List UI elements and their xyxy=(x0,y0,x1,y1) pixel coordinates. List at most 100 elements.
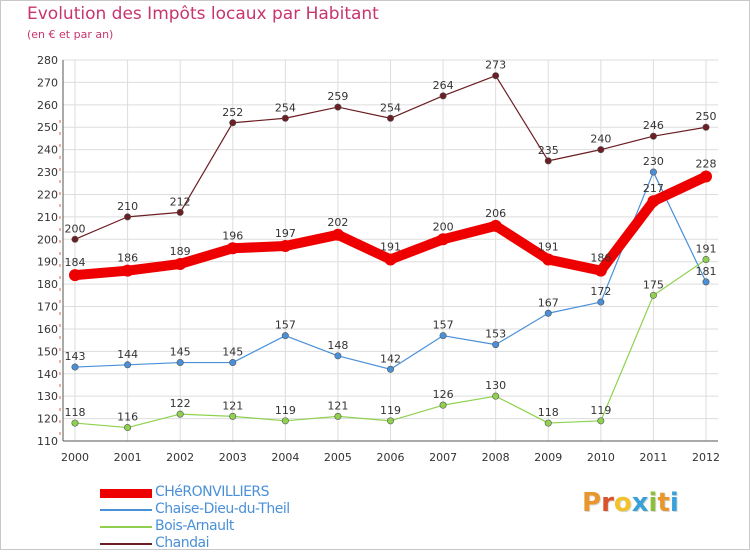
data-label: 119 xyxy=(590,404,611,417)
data-point xyxy=(649,132,657,140)
data-label: 200 xyxy=(65,222,86,235)
data-label: 144 xyxy=(117,348,138,361)
legend-swatch xyxy=(100,543,152,545)
data-point xyxy=(124,213,132,221)
data-point xyxy=(542,253,555,266)
data-label: 264 xyxy=(433,79,454,92)
data-point xyxy=(386,365,394,373)
data-point xyxy=(544,309,552,317)
data-label: 119 xyxy=(275,404,296,417)
data-label: 184 xyxy=(65,256,86,269)
data-label: 122 xyxy=(170,397,191,410)
data-label: 235 xyxy=(538,144,559,157)
data-point xyxy=(492,72,500,80)
data-label: 157 xyxy=(433,319,454,332)
y-tick-label: 200 xyxy=(37,233,58,246)
chart-title: Evolution des Impôts locaux par Habitant xyxy=(27,4,379,24)
y-tick-label: 260 xyxy=(37,99,58,112)
data-point xyxy=(176,208,184,216)
data-label: 212 xyxy=(170,195,191,208)
y-tick-label: 270 xyxy=(37,76,58,89)
data-point xyxy=(331,228,344,241)
chart-subtitle: (en € et par an) xyxy=(27,28,114,41)
data-point xyxy=(176,359,184,367)
data-point xyxy=(492,341,500,349)
data-label: 153 xyxy=(485,328,506,341)
x-tick-label: 2002 xyxy=(166,451,194,464)
data-label: 118 xyxy=(65,406,86,419)
axes: 1101201301401501601701801902002102202302… xyxy=(37,54,720,464)
data-point xyxy=(597,146,605,154)
data-point xyxy=(334,352,342,360)
data-label: 175 xyxy=(643,278,664,291)
data-label: 186 xyxy=(117,252,138,265)
y-tick-label: 110 xyxy=(37,435,58,448)
data-point xyxy=(544,419,552,427)
x-tick-label: 2011 xyxy=(639,451,667,464)
data-point xyxy=(281,417,289,425)
data-label: 206 xyxy=(485,207,506,220)
data-label: 197 xyxy=(275,227,296,240)
data-label: 121 xyxy=(222,399,243,412)
data-point xyxy=(489,219,502,232)
data-point xyxy=(279,240,292,253)
x-tick-label: 2010 xyxy=(587,451,615,464)
data-label: 130 xyxy=(485,379,506,392)
data-point xyxy=(226,242,239,255)
y-tick-label: 160 xyxy=(37,323,58,336)
data-label: 202 xyxy=(327,216,348,229)
data-point xyxy=(439,332,447,340)
data-point xyxy=(437,233,450,246)
x-tick-label: 2006 xyxy=(377,451,405,464)
data-label: 191 xyxy=(696,242,717,255)
y-tick-label: 240 xyxy=(37,144,58,157)
grid-lines xyxy=(63,59,718,442)
x-tick-label: 2007 xyxy=(429,451,457,464)
y-tick-label: 180 xyxy=(37,278,58,291)
y-tick-label: 190 xyxy=(37,256,58,269)
data-label: 145 xyxy=(170,346,191,359)
y-tick-label: 250 xyxy=(37,121,58,134)
x-tick-label: 2004 xyxy=(271,451,299,464)
y-tick-label: 140 xyxy=(37,368,58,381)
series-lines xyxy=(69,72,712,432)
x-tick-label: 2003 xyxy=(219,451,247,464)
data-label: 246 xyxy=(643,119,664,132)
data-label: 252 xyxy=(222,106,243,119)
x-tick-label: 2012 xyxy=(692,451,720,464)
data-label: 145 xyxy=(222,346,243,359)
data-label: 143 xyxy=(65,350,86,363)
data-label: 142 xyxy=(380,352,401,365)
data-point xyxy=(229,412,237,420)
data-label: 118 xyxy=(538,406,559,419)
data-label: 254 xyxy=(380,101,401,114)
y-tick-label: 230 xyxy=(37,166,58,179)
data-label: 254 xyxy=(275,101,296,114)
data-point xyxy=(492,392,500,400)
data-point xyxy=(176,410,184,418)
data-point xyxy=(702,278,710,286)
data-point xyxy=(281,332,289,340)
data-point xyxy=(121,264,134,277)
data-label: 259 xyxy=(327,90,348,103)
data-label: 148 xyxy=(327,339,348,352)
legend-swatch xyxy=(100,488,152,498)
data-label: 186 xyxy=(590,252,611,265)
y-tick-label: 150 xyxy=(37,345,58,358)
data-point xyxy=(544,157,552,165)
data-point xyxy=(384,253,397,266)
data-label: 210 xyxy=(117,200,138,213)
data-label: 191 xyxy=(538,240,559,253)
data-point xyxy=(386,417,394,425)
y-tick-label: 280 xyxy=(37,54,58,67)
data-label: 217 xyxy=(643,182,664,195)
data-label: 250 xyxy=(696,110,717,123)
data-label: 181 xyxy=(696,265,717,278)
x-tick-label: 2001 xyxy=(114,451,142,464)
data-label: 172 xyxy=(590,285,611,298)
x-tick-label: 2008 xyxy=(482,451,510,464)
data-point xyxy=(700,170,712,183)
data-label: 200 xyxy=(433,220,454,233)
data-point xyxy=(386,114,394,122)
data-point xyxy=(124,361,132,369)
